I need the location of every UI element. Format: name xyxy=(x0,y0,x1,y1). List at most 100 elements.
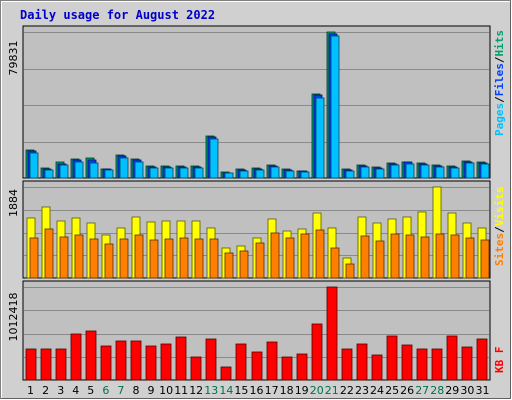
x-axis-labels: 1 2 3 4 5 6 7 8 9 10 11 12 13 14 15 16 17 18 19 20 21 22 23 24 2… xyxy=(27,384,490,397)
bar-kbytes-day-18 xyxy=(281,356,293,381)
x-tick-label-day-21: 21 xyxy=(325,384,339,397)
bar-kbytes-day-21 xyxy=(326,286,338,381)
x-tick-label-day-11: 11 xyxy=(174,384,188,397)
x-tick-label-day-16: 16 xyxy=(250,384,264,397)
legend-hits-files-pages-hits: Hits xyxy=(493,30,506,57)
legend-hits-files-pages-sep1: / xyxy=(493,96,506,103)
x-tick-label-day-15: 15 xyxy=(234,384,248,397)
bar-pages-day-12 xyxy=(194,167,204,179)
bar-sites-day-18 xyxy=(285,237,295,279)
bar-sites-day-15 xyxy=(239,250,249,279)
bar-pages-day-26 xyxy=(405,163,415,179)
x-tick-label-day-14: 14 xyxy=(219,384,233,397)
bar-pages-day-21 xyxy=(330,35,340,179)
bar-kbytes-day-6 xyxy=(100,345,112,381)
bar-sites-day-17 xyxy=(270,232,280,279)
bar-sites-day-14 xyxy=(224,252,234,279)
bar-sites-day-6 xyxy=(104,243,114,279)
x-tick-label-day-27: 27 xyxy=(415,384,429,397)
panel-kbytes: 1012418 KB F xyxy=(7,280,506,381)
bar-pages-day-4 xyxy=(74,161,84,179)
bar-sites-day-30 xyxy=(465,237,475,279)
bar-kbytes-day-30 xyxy=(461,346,473,381)
bar-sites-day-10 xyxy=(164,238,174,279)
bar-sites-day-29 xyxy=(450,234,460,279)
bar-sites-day-20 xyxy=(315,229,325,279)
x-tick-label-day-1: 1 xyxy=(27,384,34,397)
bar-pages-day-17 xyxy=(270,166,280,179)
x-tick-label-day-6: 6 xyxy=(102,384,109,397)
bar-kbytes-day-3 xyxy=(55,348,67,381)
bar-sites-day-12 xyxy=(194,238,204,279)
bar-pages-day-1 xyxy=(29,152,39,179)
bar-kbytes-day-22 xyxy=(341,348,353,381)
bar-kbytes-day-25 xyxy=(386,335,398,381)
bar-pages-day-23 xyxy=(360,166,370,179)
bar-kbytes-day-10 xyxy=(160,343,172,381)
x-tick-label-day-8: 8 xyxy=(133,384,140,397)
chart-title: Daily usage for August 2022 xyxy=(20,8,215,22)
bar-sites-day-4 xyxy=(74,234,84,279)
x-tick-label-day-20: 20 xyxy=(310,384,324,397)
panel-visits-sites-ymax-label: 1884 xyxy=(7,189,20,217)
panel-hits-files-pages-legend: Pages/Files/Hits xyxy=(493,30,506,136)
bar-sites-day-13 xyxy=(209,238,219,279)
bar-kbytes-day-4 xyxy=(70,333,82,381)
bar-sites-day-19 xyxy=(300,233,310,279)
x-tick-label-day-7: 7 xyxy=(117,384,124,397)
legend-hits-files-pages-pages: Pages xyxy=(493,103,506,136)
bar-pages-day-20 xyxy=(315,97,325,179)
legend-visits-sites-sep1: / xyxy=(493,226,506,233)
x-tick-label-day-28: 28 xyxy=(430,384,444,397)
bar-sites-day-25 xyxy=(390,233,400,279)
bar-sites-day-23 xyxy=(360,235,370,279)
bar-pages-day-5 xyxy=(89,162,99,179)
bar-pages-day-18 xyxy=(285,170,295,179)
bar-kbytes-day-16 xyxy=(251,351,263,381)
bar-sites-day-5 xyxy=(89,238,99,279)
panel-kbytes-legend: KB F xyxy=(493,347,506,374)
bar-sites-day-31 xyxy=(480,239,490,279)
bar-sites-day-9 xyxy=(149,239,159,279)
x-tick-label-day-4: 4 xyxy=(72,384,79,397)
bar-kbytes-day-12 xyxy=(190,356,202,381)
legend-hits-files-pages-files: Files xyxy=(493,63,506,96)
bar-kbytes-day-28 xyxy=(431,348,443,381)
x-tick-label-day-25: 25 xyxy=(385,384,399,397)
legend-hits-files-pages-sep2: / xyxy=(493,56,506,63)
bar-pages-day-10 xyxy=(164,167,174,179)
x-tick-label-day-5: 5 xyxy=(87,384,94,397)
bar-pages-day-9 xyxy=(149,167,159,179)
bar-kbytes-day-23 xyxy=(356,343,368,381)
bar-kbytes-day-11 xyxy=(175,336,187,381)
bar-kbytes-day-31 xyxy=(476,338,488,381)
bar-pages-day-7 xyxy=(119,157,129,179)
bar-pages-day-22 xyxy=(345,170,355,179)
bar-pages-day-25 xyxy=(390,164,400,179)
bar-kbytes-day-15 xyxy=(235,343,247,381)
bar-sites-day-24 xyxy=(375,240,385,279)
bar-kbytes-day-5 xyxy=(85,330,97,381)
x-tick-label-day-29: 29 xyxy=(445,384,459,397)
bar-sites-day-28 xyxy=(435,233,445,279)
bar-kbytes-day-2 xyxy=(40,348,52,381)
bar-sites-day-7 xyxy=(119,238,129,279)
bar-pages-day-14 xyxy=(224,172,234,179)
bar-kbytes-day-14 xyxy=(220,366,232,381)
bar-pages-day-2 xyxy=(44,169,54,179)
bar-kbytes-day-13 xyxy=(205,338,217,381)
bar-pages-day-19 xyxy=(300,171,310,179)
bar-pages-day-6 xyxy=(104,169,114,179)
bar-kbytes-day-9 xyxy=(145,345,157,381)
bar-pages-day-31 xyxy=(480,163,490,179)
bar-sites-day-21 xyxy=(330,247,340,279)
bar-pages-day-16 xyxy=(255,169,265,179)
chart-panels: 79831Pages/Files/Hits1884Sites/Visits101… xyxy=(7,25,506,381)
bar-sites-day-3 xyxy=(59,236,69,279)
x-tick-label-day-3: 3 xyxy=(57,384,64,397)
bar-sites-day-8 xyxy=(134,234,144,279)
legend-kbytes-kbytes: KB F xyxy=(493,347,506,374)
x-tick-label-day-12: 12 xyxy=(189,384,203,397)
x-tick-label-day-9: 9 xyxy=(148,384,155,397)
bar-pages-day-15 xyxy=(239,170,249,179)
